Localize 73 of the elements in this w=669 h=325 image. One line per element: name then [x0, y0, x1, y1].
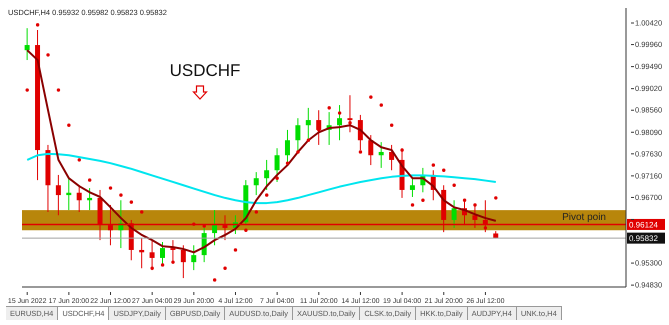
candlestick: [452, 200, 457, 228]
point: [234, 248, 238, 252]
point: [442, 168, 446, 172]
point: [78, 158, 81, 162]
candlestick: [160, 241, 166, 266]
point: [223, 266, 227, 270]
candlestick: [56, 174, 61, 216]
point: [108, 186, 112, 190]
point: [244, 228, 248, 232]
candlestick: [295, 118, 300, 152]
point: [296, 150, 300, 154]
point: [160, 263, 164, 267]
point: [212, 278, 216, 282]
candlestick: [284, 129, 290, 163]
candlestick: [254, 172, 259, 196]
candlestick: [389, 144, 394, 171]
point: [286, 162, 290, 165]
candlestick: [180, 244, 186, 279]
candlestick: [264, 159, 270, 190]
point: [348, 121, 352, 125]
point: [432, 163, 436, 167]
candlestick: [378, 142, 384, 168]
point: [358, 150, 362, 154]
candlestick: [170, 240, 176, 263]
point: [192, 222, 196, 226]
band-label: Pivot poin: [562, 212, 606, 224]
point: [306, 138, 310, 142]
candlestick: [316, 110, 322, 146]
candlestick: [368, 134, 374, 166]
point: [119, 193, 123, 197]
candlestick: [191, 244, 196, 271]
candlestick: [337, 104, 342, 141]
point: [494, 196, 498, 200]
candlestick: [212, 210, 218, 246]
candlestick: [66, 178, 72, 211]
ref-line-label: 0.95832: [629, 234, 658, 244]
point: [56, 88, 60, 92]
point: [254, 210, 258, 214]
point: [130, 200, 134, 204]
candlestick: [274, 148, 280, 182]
line-series: [26, 152, 497, 204]
point: [369, 95, 373, 99]
candlestick: [347, 94, 352, 133]
point: [328, 106, 331, 110]
point: [67, 124, 71, 127]
point: [380, 103, 383, 107]
point: [88, 178, 92, 182]
point: [421, 198, 425, 202]
text: USDCHF: [170, 61, 240, 80]
point: [265, 193, 268, 197]
point: [410, 203, 414, 207]
point: [46, 53, 50, 57]
point: [36, 23, 40, 27]
point: [473, 203, 477, 207]
point: [150, 266, 154, 270]
ref-line-label: 0.96124: [629, 220, 658, 230]
point: [275, 176, 279, 180]
point: [140, 210, 144, 214]
candlestick: [410, 178, 415, 198]
point: [390, 124, 394, 127]
point: [462, 198, 466, 202]
point: [26, 88, 29, 92]
candlestick: [24, 28, 30, 61]
point: [484, 226, 488, 230]
point: [338, 111, 342, 115]
candlestick: [306, 107, 311, 141]
candlestick: [87, 188, 92, 211]
point: [400, 148, 404, 152]
point: [171, 260, 175, 264]
point: [452, 184, 456, 187]
candlestick: [76, 184, 82, 212]
candlestick: [139, 238, 144, 269]
candlestick: [150, 240, 155, 271]
